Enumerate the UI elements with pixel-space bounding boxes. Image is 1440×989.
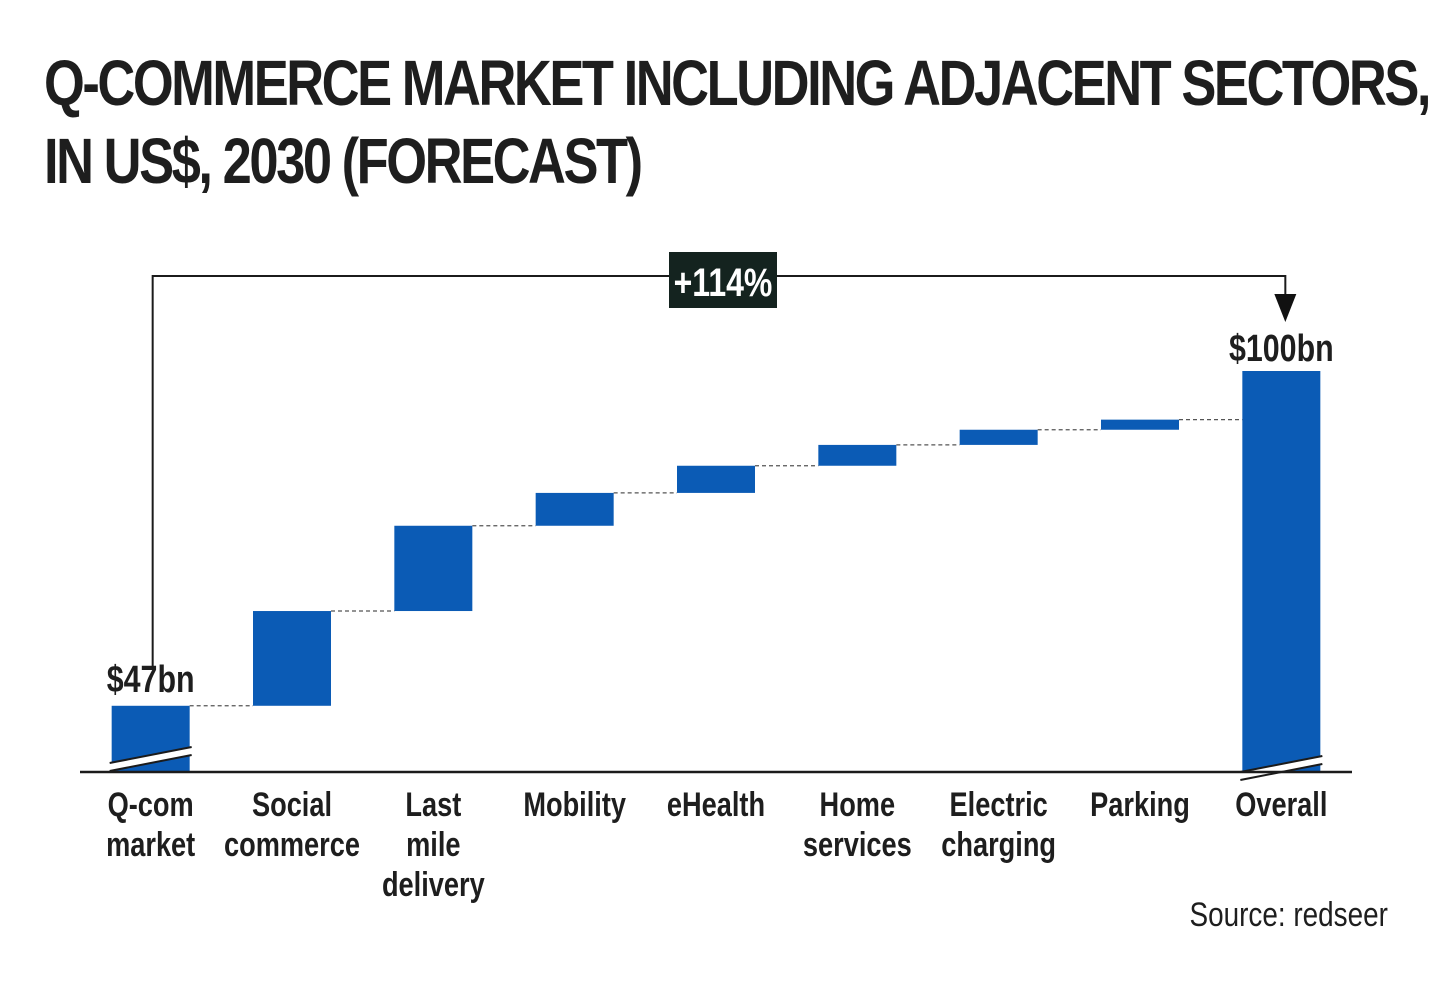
x-tick-label-8-line-0: Overall (1235, 785, 1327, 824)
axis-break-gap-8 (1239, 756, 1324, 780)
x-tick-label-2-line-2: delivery (382, 865, 485, 904)
x-tick-label-1-line-1: commerce (224, 825, 360, 864)
bar-2 (394, 525, 473, 612)
x-tick-label-6-line-1: charging (941, 825, 1056, 864)
x-tick-label-0-line-1: market (106, 825, 195, 864)
x-tick-label-1-line-0: Social (252, 785, 332, 824)
bar-4 (677, 465, 755, 493)
change-badge (669, 252, 777, 308)
x-tick-label-0-line-0: Q-com (108, 785, 194, 824)
x-tick-label-4-line-0: eHealth (667, 785, 765, 824)
arrow-down-icon (1274, 294, 1297, 322)
x-tick-label-7-line-0: Parking (1090, 785, 1190, 824)
axis-break-line-a-0 (109, 754, 192, 772)
bar-5 (818, 444, 897, 466)
axis-break-line-b-0 (109, 746, 192, 764)
data-label-first: $47bn (107, 659, 195, 701)
axis-break-gap-0 (108, 747, 193, 771)
x-tick-label-2-line-0: Last (405, 785, 461, 824)
bar-6 (959, 429, 1038, 445)
data-label-last: $100bn (1229, 328, 1334, 370)
x-tick-label-5-line-1: services (803, 825, 912, 864)
bar-8 (1242, 371, 1321, 772)
bar-7 (1101, 419, 1179, 430)
change-label: +114% (674, 260, 773, 305)
bar-1 (253, 611, 331, 706)
bar-3 (535, 492, 614, 526)
x-tick-label-2-line-1: mile (406, 825, 460, 864)
axis-break-line-b-8 (1240, 755, 1323, 773)
x-tick-label-3-line-0: Mobility (523, 785, 626, 824)
x-tick-label-5-line-0: Home (820, 785, 896, 824)
source-note: Source: redseer (1189, 896, 1388, 934)
x-tick-label-6-line-0: Electric (950, 785, 1048, 824)
chart-title-line-2: IN US$, 2030 (FORECAST) (44, 125, 643, 197)
